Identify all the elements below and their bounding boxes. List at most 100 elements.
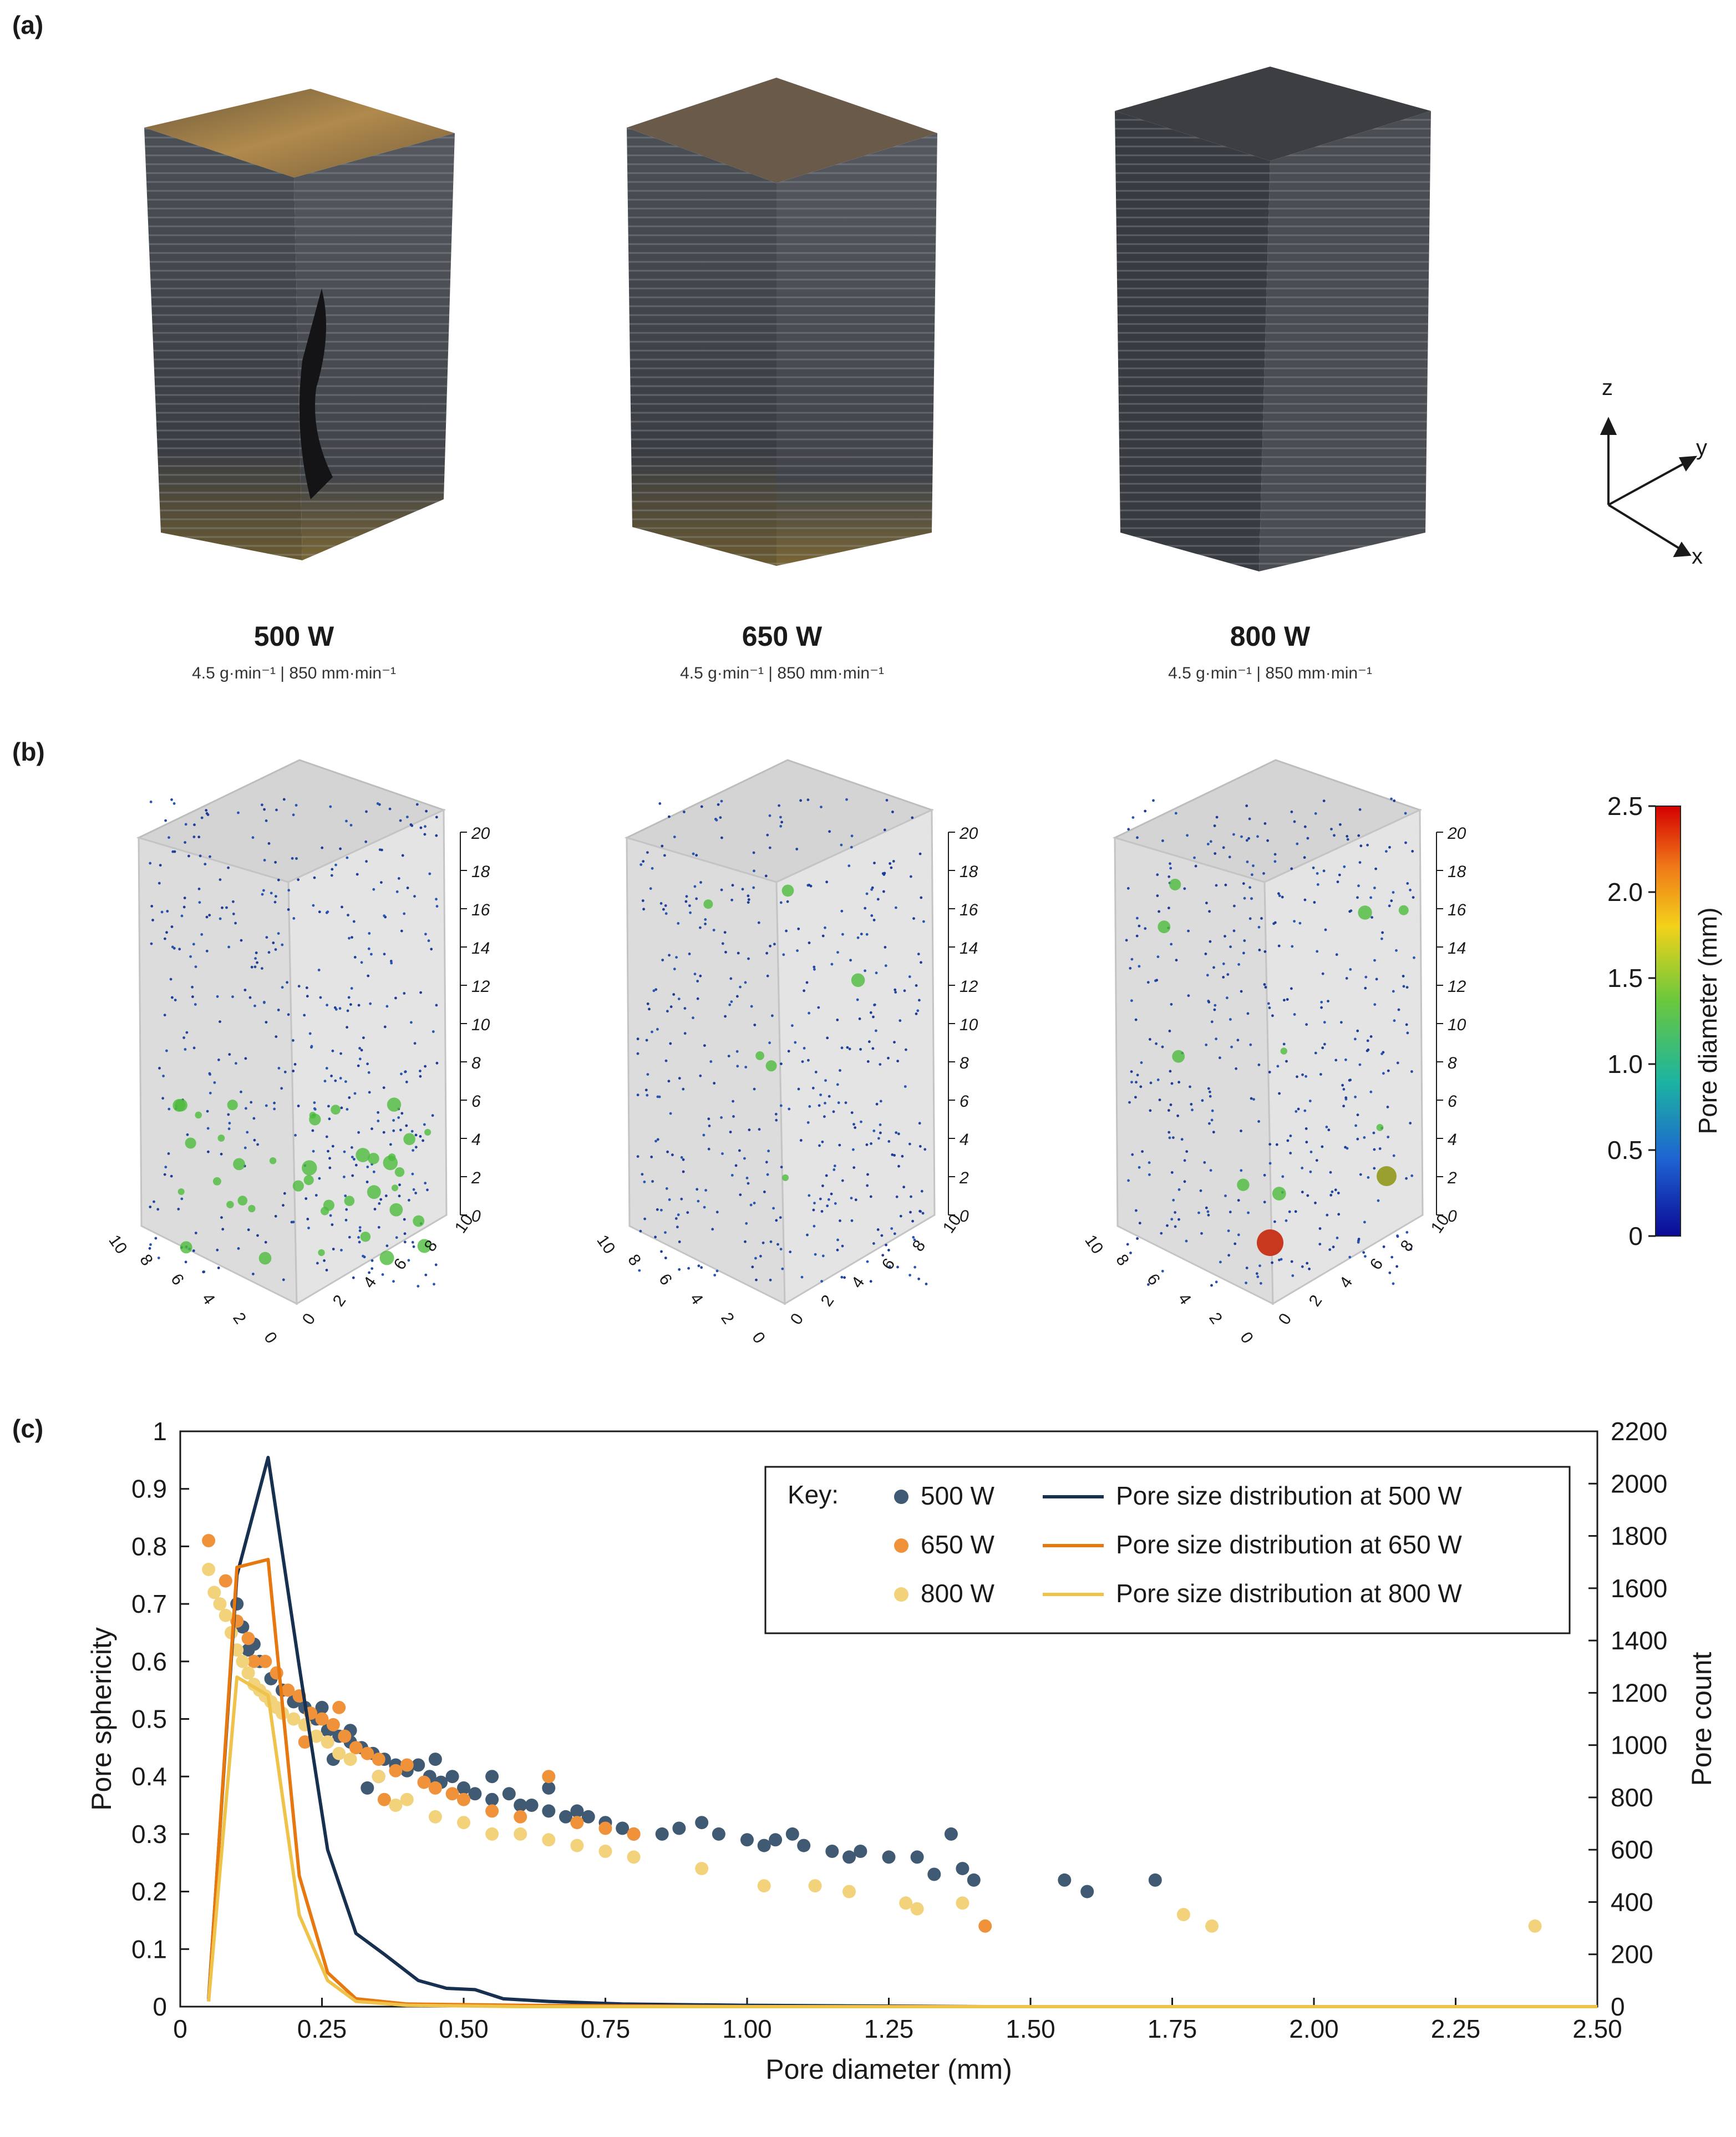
pore-marker: [150, 905, 154, 908]
y2-tick-label: 1800: [1611, 1522, 1667, 1551]
pore-marker: [167, 1152, 170, 1155]
pore-marker: [1354, 1037, 1357, 1041]
pore-marker: [1255, 1272, 1258, 1275]
pore-marker: [235, 1062, 237, 1065]
legend-marker: [894, 1587, 908, 1602]
pore-marker: [755, 1051, 765, 1060]
pore-marker: [895, 1131, 898, 1134]
pore-marker: [685, 895, 688, 898]
pore-marker: [908, 975, 911, 978]
scatter-point-800w: [241, 1666, 255, 1680]
pore-marker: [794, 1041, 797, 1044]
pore-marker: [357, 1064, 360, 1067]
pore-marker: [340, 1249, 343, 1252]
pore-marker: [302, 1160, 317, 1176]
pore-marker: [808, 1105, 811, 1108]
pore-marker: [875, 1102, 879, 1106]
y2-tick-label: 800: [1611, 1783, 1653, 1812]
pore-marker: [724, 1015, 727, 1018]
pore-marker: [1296, 842, 1299, 845]
pore-marker: [273, 1101, 276, 1105]
pore-marker: [419, 826, 423, 829]
pore-marker: [1320, 1001, 1323, 1004]
pore-marker: [1156, 873, 1159, 877]
y-tick-label: 2: [1306, 1292, 1326, 1310]
pore-marker: [1404, 841, 1407, 844]
pore-marker: [221, 1228, 225, 1231]
pore-marker: [753, 1024, 757, 1026]
pore-marker: [865, 892, 869, 895]
pore-marker: [1358, 861, 1362, 864]
pore-marker: [651, 1030, 653, 1034]
pore-marker: [1396, 1061, 1399, 1065]
pore-marker: [425, 809, 428, 813]
pore-marker: [1267, 1002, 1270, 1005]
panel-b-ct-scans: 2018161412108642010864200246810201816141…: [105, 759, 1722, 1347]
pore-marker: [275, 808, 278, 812]
pore-marker: [885, 1243, 887, 1247]
pore-marker: [184, 1048, 187, 1051]
pore-marker: [1334, 1188, 1337, 1192]
pore-marker: [806, 798, 810, 802]
pore-marker: [184, 841, 186, 844]
pore-marker: [325, 1135, 328, 1138]
pore-marker: [178, 948, 181, 951]
sample-caption-650w: 650 W 4.5 g·min⁻¹ | 850 mm·min⁻¹: [654, 620, 910, 683]
pore-marker: [149, 862, 152, 865]
scatter-point-650w: [428, 1781, 442, 1795]
pore-marker: [755, 1278, 758, 1282]
pore-marker: [347, 996, 351, 999]
pore-marker: [358, 1226, 362, 1229]
pore-marker: [408, 1199, 410, 1202]
pore-marker: [779, 1216, 782, 1219]
pore-marker: [318, 1249, 325, 1257]
pore-marker: [157, 1257, 160, 1259]
pore-marker: [150, 942, 153, 945]
pore-marker: [699, 974, 702, 978]
pore-marker: [1348, 1078, 1351, 1082]
pore-marker: [1412, 896, 1415, 899]
pore-marker: [405, 1080, 408, 1083]
pore-marker: [403, 1232, 407, 1235]
pore-marker: [379, 1198, 383, 1201]
pore-marker: [678, 1077, 681, 1080]
scatter-point-650w: [570, 1816, 584, 1830]
pore-marker: [275, 895, 277, 898]
pore-marker: [1232, 929, 1236, 933]
pore-marker: [1373, 1148, 1376, 1151]
pore-marker: [920, 961, 922, 964]
pore-marker: [669, 1112, 672, 1115]
pore-marker: [741, 888, 744, 891]
pore-marker: [663, 854, 666, 857]
pore-marker: [820, 1280, 823, 1283]
pore-marker: [1335, 953, 1338, 956]
panel-b-label: (b): [12, 737, 45, 766]
pore-marker: [367, 947, 370, 950]
scatter-point-500w: [1148, 1873, 1162, 1887]
pore-marker: [737, 951, 740, 955]
pore-marker: [1209, 1095, 1212, 1098]
scatter-point-650w: [514, 1810, 527, 1824]
pore-marker: [197, 835, 201, 839]
pore-marker: [351, 1146, 353, 1149]
pore-marker: [1185, 1150, 1189, 1153]
pore-marker: [828, 1198, 830, 1201]
scatter-point-800w: [236, 1654, 250, 1668]
pore-marker: [1174, 812, 1177, 815]
legend-marker: [894, 1538, 908, 1553]
pore-marker: [1395, 1265, 1399, 1268]
pore-marker: [1206, 843, 1210, 845]
pore-marker: [331, 868, 334, 871]
pore-marker: [1224, 883, 1227, 887]
scatter-point-650w: [202, 1534, 216, 1547]
pore-marker: [908, 1274, 911, 1277]
pore-marker: [674, 1217, 678, 1220]
pore-marker: [658, 802, 662, 805]
scatter-point-800w: [309, 1729, 323, 1743]
pore-marker: [922, 920, 925, 923]
scatter-point-800w: [372, 1770, 385, 1784]
pore-marker: [388, 807, 392, 811]
pore-marker: [1156, 894, 1159, 897]
pore-marker: [202, 1270, 205, 1274]
pore-marker: [243, 1146, 247, 1149]
